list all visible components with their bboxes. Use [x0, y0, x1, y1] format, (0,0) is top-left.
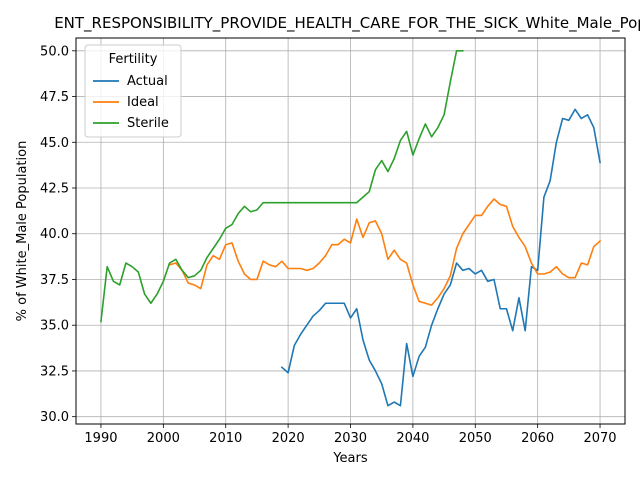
y-tick-label: 45.0	[40, 136, 69, 151]
legend-label-sterile: Sterile	[127, 116, 169, 131]
series-line-sterile	[100, 50, 464, 323]
y-tick-label: 35.0	[40, 319, 69, 334]
x-tick-label: 2010	[209, 431, 242, 446]
legend-label-ideal: Ideal	[127, 95, 159, 110]
y-tick-label: 30.0	[40, 410, 69, 425]
x-tick-label: 2020	[272, 431, 305, 446]
series-line-actual	[280, 108, 601, 407]
legend-label-actual: Actual	[127, 74, 168, 89]
legend-box	[84, 44, 182, 138]
y-tick-label: 50.0	[40, 44, 69, 59]
series-line-ideal	[168, 198, 602, 306]
y-tick-label: 37.5	[40, 273, 69, 288]
x-tick-label: 2040	[396, 431, 429, 446]
legend-entries: Actual Ideal Sterile	[93, 74, 169, 131]
legend-title: Fertility	[109, 52, 158, 67]
x-tick-label: 2000	[147, 431, 180, 446]
axis-ticks: 1990 2000 2010 2020 2030 2040 2050 2060 2070 30.0…	[40, 44, 617, 446]
y-axis-label: % of White_Male Population	[15, 141, 30, 322]
grid-lines	[76, 38, 625, 424]
x-tick-label: 2070	[583, 431, 616, 446]
x-tick-label: 2030	[334, 431, 367, 446]
series-lines	[100, 50, 602, 407]
y-tick-label: 42.5	[40, 182, 69, 197]
y-tick-label: 40.0	[40, 227, 69, 242]
x-tick-label: 1990	[84, 431, 117, 446]
x-tick-label: 2050	[459, 431, 492, 446]
y-tick-label: 47.5	[40, 90, 69, 105]
chart-title: ENT_RESPONSIBILITY_PROVIDE_HEALTH_CARE_F…	[54, 14, 640, 33]
legend: Fertility Actual Ideal Sterile	[84, 44, 182, 138]
x-tick-label: 2060	[521, 431, 554, 446]
x-axis-label: Years	[332, 451, 368, 466]
y-tick-label: 32.5	[40, 364, 69, 379]
